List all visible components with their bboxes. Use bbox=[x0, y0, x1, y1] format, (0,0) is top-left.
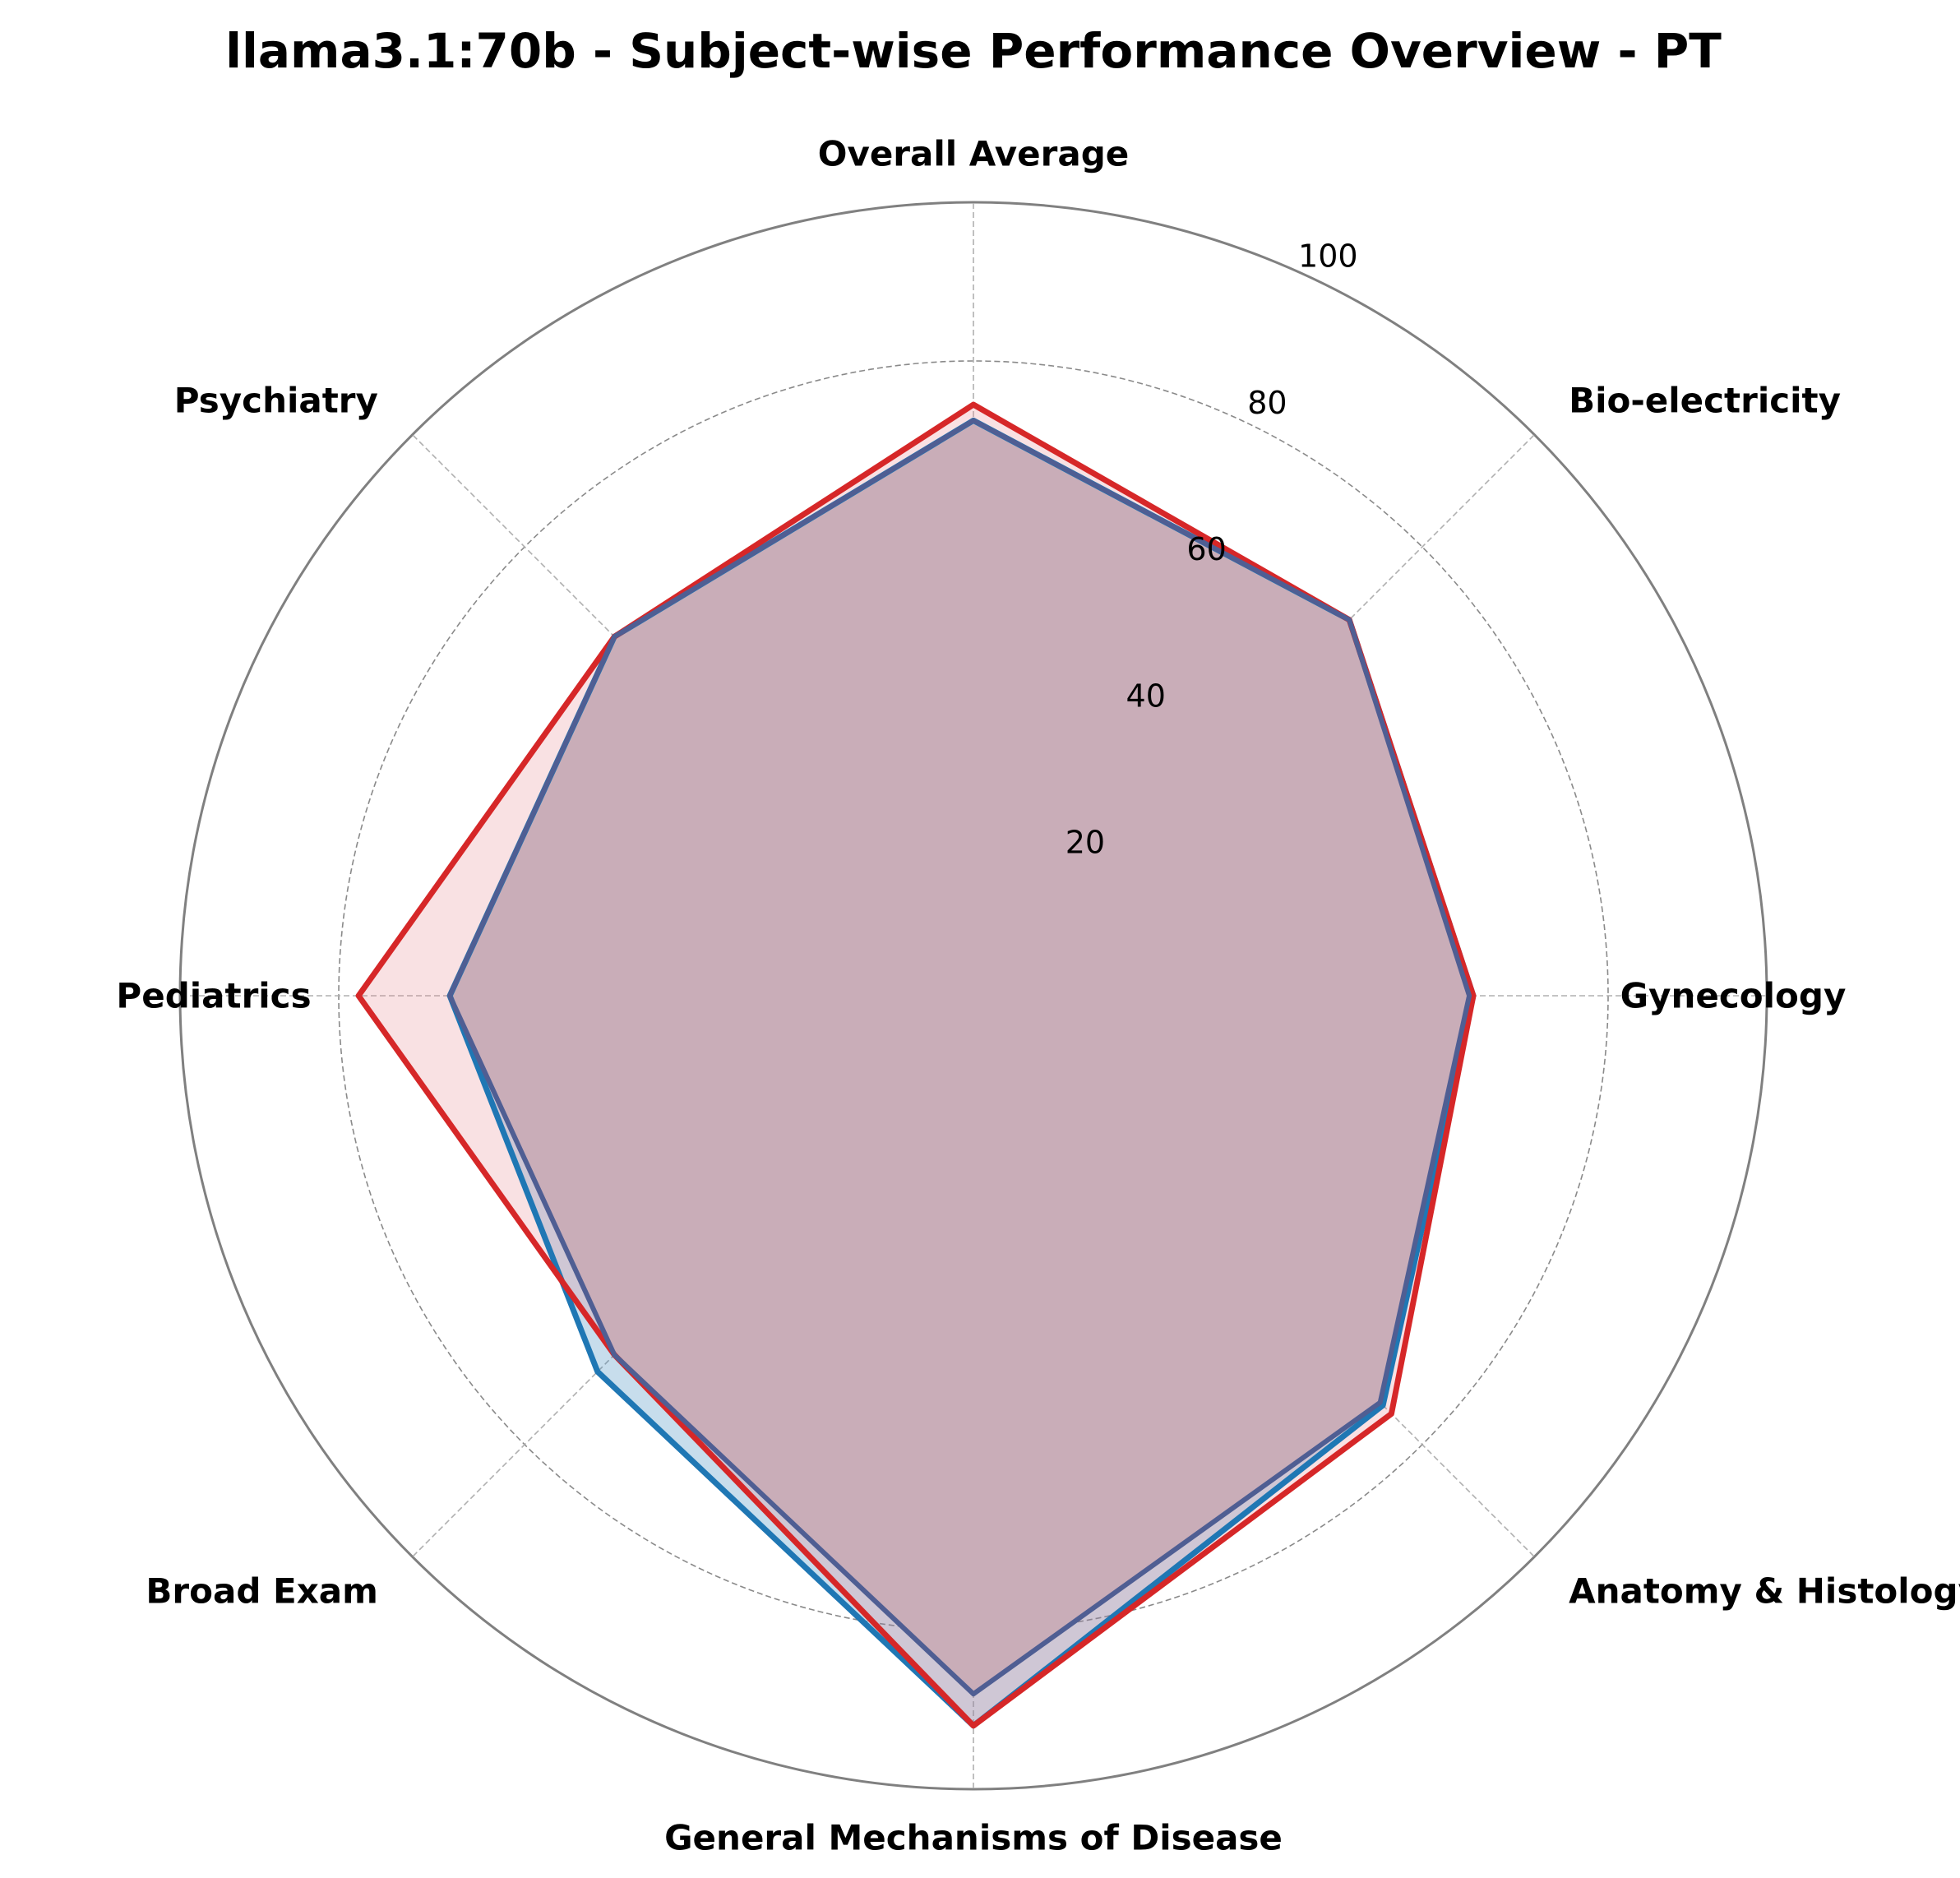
category-label: Psychiatry bbox=[174, 380, 378, 420]
category-label: Anatomy & Histology bbox=[1569, 1571, 1960, 1612]
tick-label-100: 100 bbox=[1298, 238, 1358, 275]
category-label: Pediatrics bbox=[116, 976, 311, 1016]
tick-label-80: 80 bbox=[1247, 385, 1287, 421]
series-2-line bbox=[447, 418, 1472, 1697]
category-label: Gynecology bbox=[1620, 976, 1847, 1016]
tick-label-20: 20 bbox=[1066, 825, 1105, 861]
tick-label-40: 40 bbox=[1126, 678, 1166, 714]
category-label: Overall Average bbox=[818, 134, 1130, 174]
radar-series bbox=[355, 401, 1477, 1729]
series-2-area bbox=[450, 420, 1470, 1695]
category-label: General Mechanisms of Disease bbox=[664, 1818, 1283, 1858]
category-label: Broad Exam bbox=[146, 1571, 378, 1612]
tick-label-60: 60 bbox=[1186, 531, 1226, 567]
radar-labels: Overall Average Bio-electricity Gynecology… bbox=[116, 134, 1960, 1858]
chart-title: llama3.1:70b - Subject-wise Performance … bbox=[225, 23, 1722, 79]
grid-ring-100 bbox=[178, 201, 1768, 1791]
category-label: Bio-electricity bbox=[1569, 380, 1841, 420]
